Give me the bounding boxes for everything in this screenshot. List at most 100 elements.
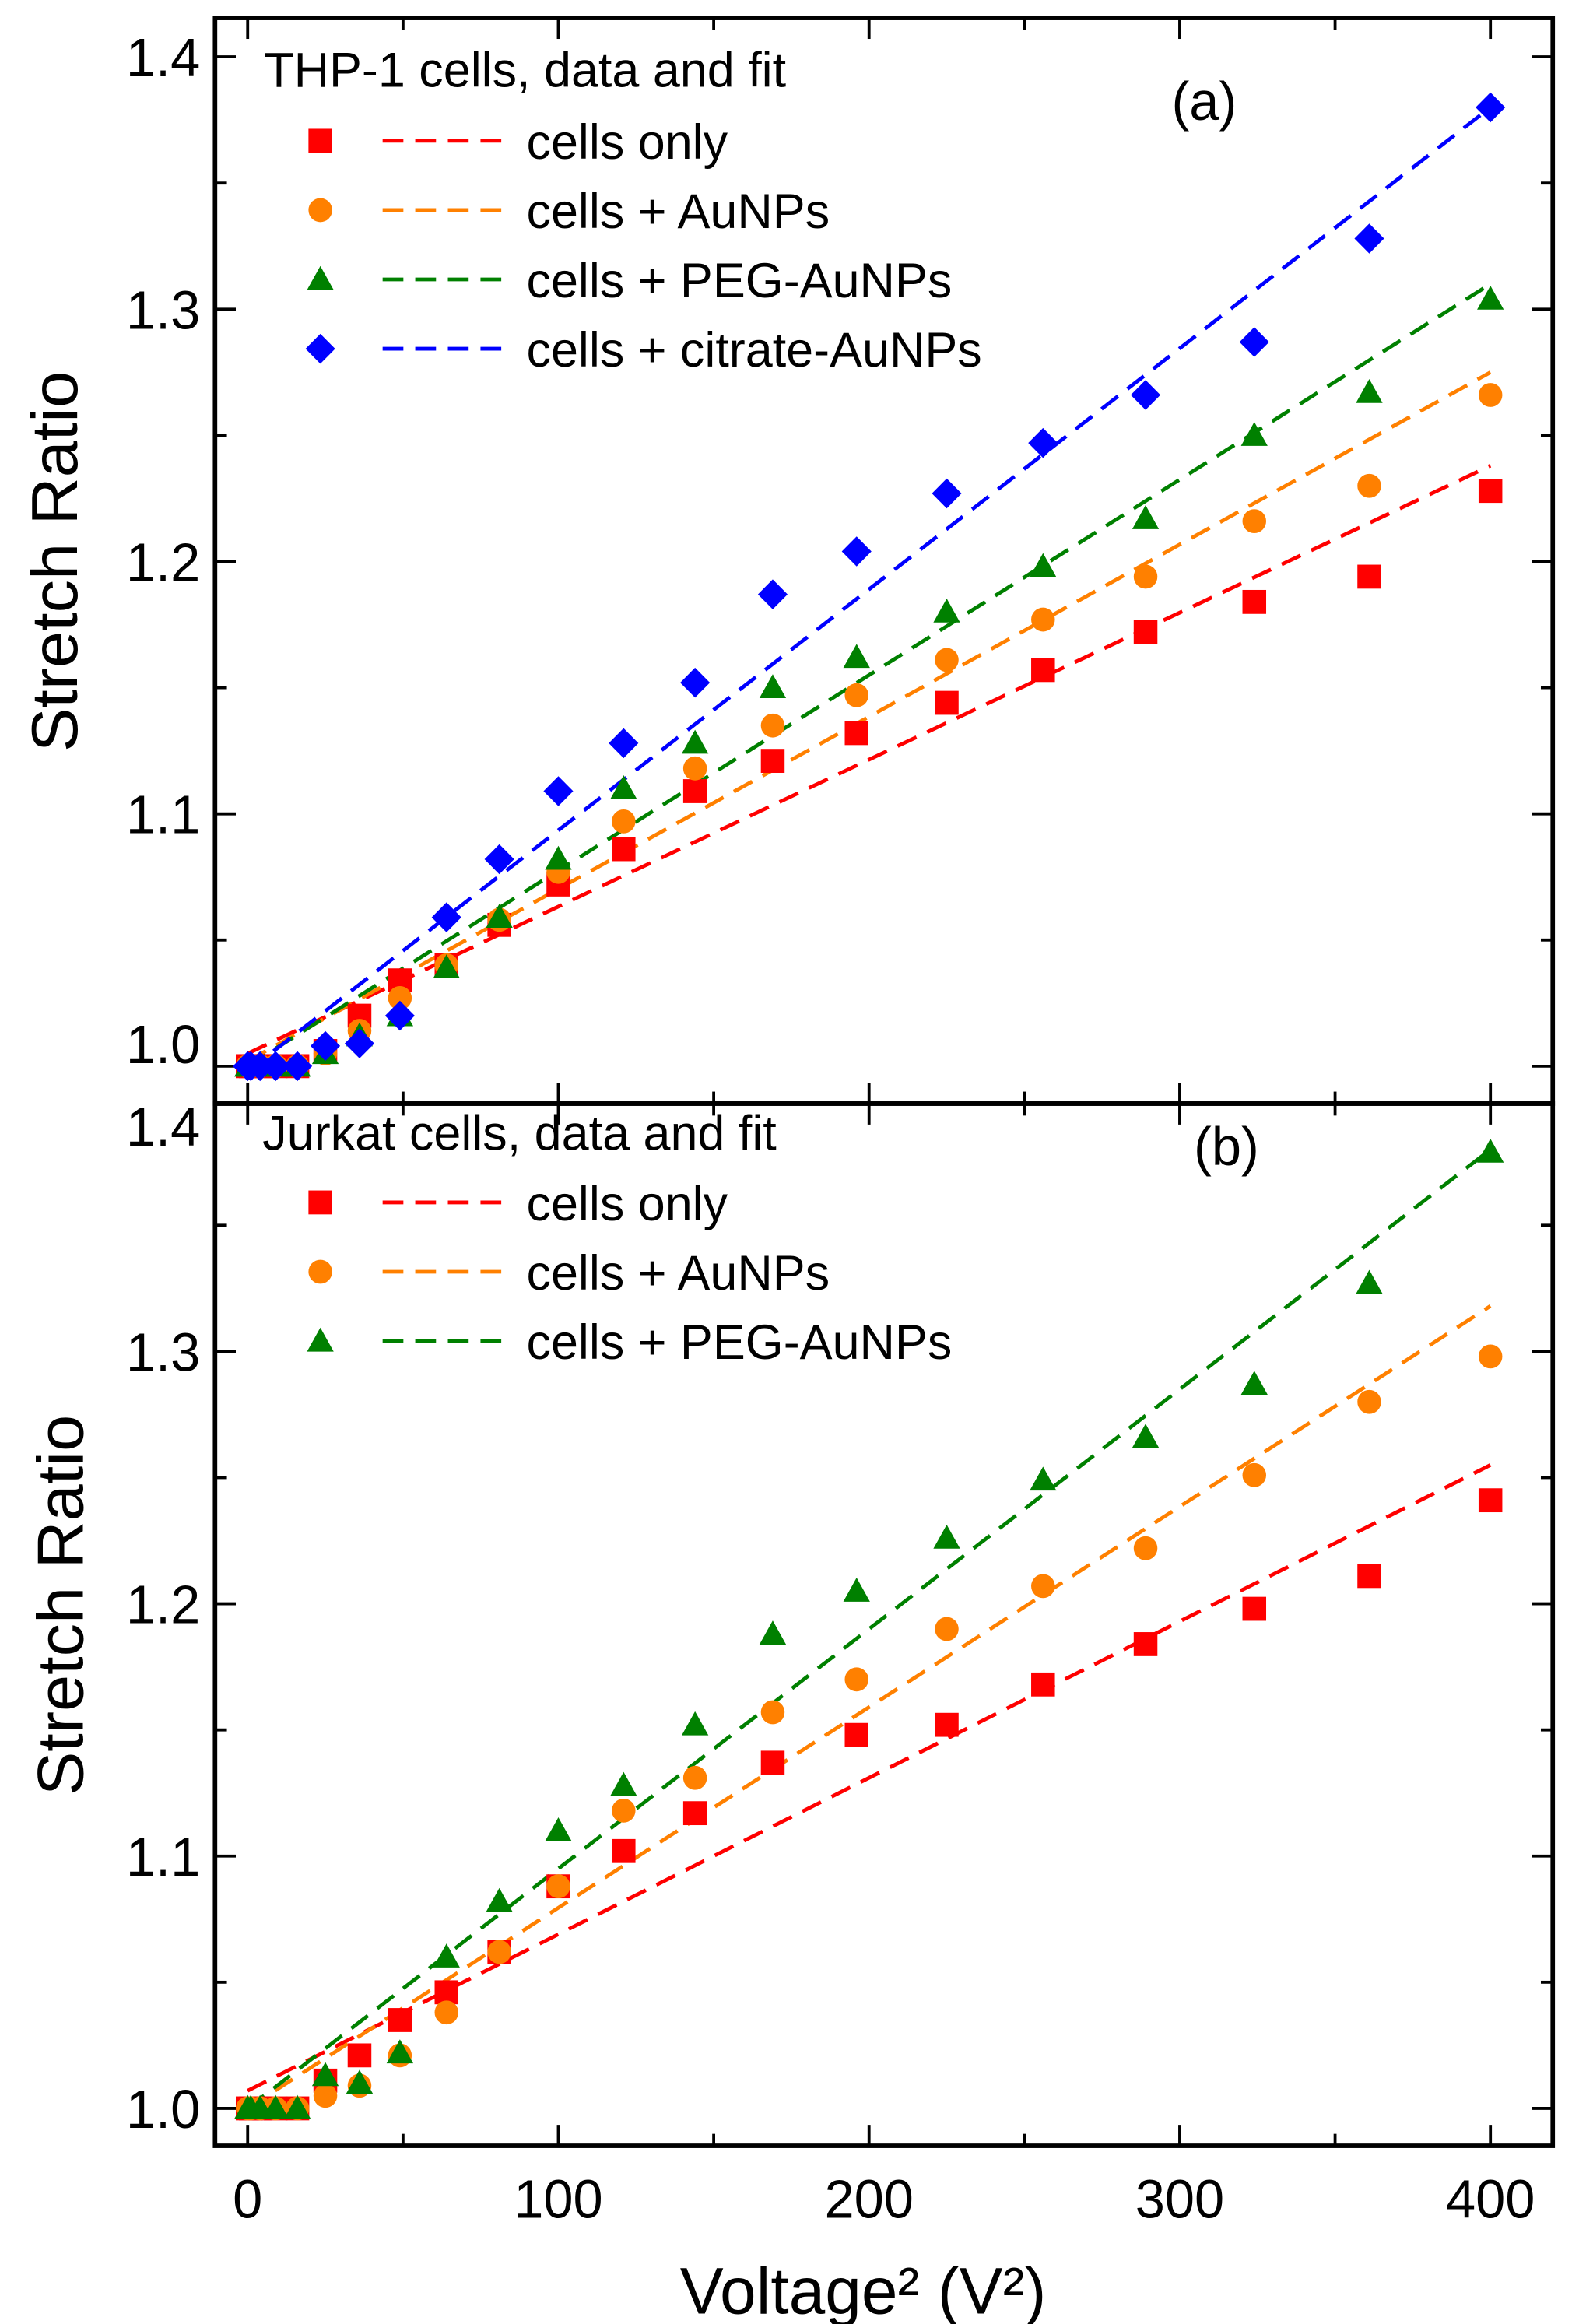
data-point <box>1357 473 1381 498</box>
data-point <box>543 776 574 806</box>
panel-label: (b) <box>1194 1117 1259 1177</box>
data-point <box>844 1667 868 1692</box>
data-point <box>1478 1488 1503 1513</box>
data-point <box>610 1771 637 1796</box>
fit-line <box>246 1304 1492 2110</box>
data-point <box>1242 589 1267 614</box>
data-point <box>610 774 637 799</box>
data-point <box>681 1711 709 1736</box>
data-point <box>760 713 785 738</box>
data-point <box>760 749 785 773</box>
fit-line <box>247 1463 1492 2093</box>
data-point <box>1242 1596 1267 1621</box>
x-tick-label: 0 <box>233 2169 262 2229</box>
data-point <box>1357 564 1381 589</box>
plot-frame <box>212 1101 1556 2148</box>
fit-line <box>247 370 1492 1063</box>
data-point <box>311 2062 339 2087</box>
data-point <box>759 1620 787 1645</box>
data-point <box>1242 1462 1267 1487</box>
data-point <box>843 644 870 669</box>
x-axis-label: Voltage² (V²) <box>680 2254 1047 2324</box>
data-point <box>431 902 461 932</box>
data-point <box>682 1765 707 1790</box>
data-point <box>346 2069 374 2094</box>
data-point <box>760 1700 785 1725</box>
data-point <box>935 1617 959 1641</box>
data-point <box>1357 1389 1381 1414</box>
data-point <box>935 690 959 715</box>
y-axis-label-a: Stretch Ratio <box>18 371 91 752</box>
legend-label: cells + PEG-AuNPs <box>527 1315 953 1370</box>
data-point <box>545 1817 572 1841</box>
data-point <box>487 1940 511 1964</box>
data-point <box>681 729 709 754</box>
data-point <box>844 721 868 746</box>
data-point <box>347 2043 372 2068</box>
legend-label: cells + AuNPs <box>527 1246 830 1301</box>
data-point <box>612 809 636 834</box>
data-point <box>1476 92 1506 123</box>
data-point <box>313 2084 338 2108</box>
y-tick-label: 1.4 <box>126 28 200 88</box>
data-point <box>1240 1371 1268 1395</box>
data-point <box>1028 427 1058 458</box>
data-point <box>1239 327 1269 357</box>
y-tick-label: 1.4 <box>126 1097 200 1157</box>
x-tick-label: 300 <box>1135 2169 1224 2229</box>
data-point <box>1240 422 1268 446</box>
data-point <box>1030 1466 1057 1491</box>
data-point <box>612 1799 636 1823</box>
x-tick-label: 400 <box>1446 2169 1535 2229</box>
data-point <box>1031 607 1055 632</box>
data-point <box>682 779 707 803</box>
legend-marker <box>307 265 334 290</box>
data-point <box>1130 380 1161 410</box>
legend-marker <box>308 1190 332 1215</box>
data-point <box>283 2094 311 2119</box>
data-point <box>1356 1269 1383 1294</box>
data-point <box>935 1712 959 1737</box>
y-axis-label-b: Stretch Ratio <box>24 1415 97 1796</box>
data-point <box>841 536 872 567</box>
data-point <box>612 1838 636 1863</box>
legend-label: cells + citrate-AuNPs <box>527 323 982 377</box>
data-point <box>933 1524 960 1549</box>
data-point <box>1242 509 1267 534</box>
legend-marker <box>305 333 335 364</box>
data-point <box>1356 378 1383 403</box>
data-point <box>1132 1424 1160 1448</box>
data-point <box>760 1750 785 1775</box>
data-point <box>1031 1574 1055 1599</box>
legend-marker <box>308 1259 332 1284</box>
data-point <box>609 728 639 759</box>
y-tick-label: 1.1 <box>126 1827 200 1887</box>
data-point <box>1477 1138 1504 1163</box>
data-point <box>546 1874 570 1899</box>
x-tick-label: 100 <box>514 2169 602 2229</box>
data-point <box>545 845 572 870</box>
data-point <box>386 2039 414 2064</box>
legend-label: cells + AuNPs <box>527 184 830 239</box>
data-point <box>1478 1344 1503 1369</box>
data-point <box>433 1943 460 1968</box>
data-point <box>282 1051 313 1082</box>
data-point <box>388 985 412 1010</box>
data-point <box>1031 1672 1055 1697</box>
legend-marker <box>307 1327 334 1352</box>
data-point <box>933 599 960 623</box>
panel-a: 1.0 1.1 1.2 1.3 1.4 THP-1 cells, data and fit… <box>126 16 1556 1106</box>
data-point <box>344 1028 375 1058</box>
data-point <box>935 648 959 672</box>
data-point <box>759 674 787 699</box>
data-point <box>844 1722 868 1747</box>
data-point <box>1133 1536 1158 1560</box>
data-point <box>486 1887 513 1912</box>
fit-line <box>246 106 1492 1073</box>
y-tick-label: 1.0 <box>126 1015 200 1075</box>
data-point <box>1133 620 1158 644</box>
legend-label: cells only <box>527 115 728 170</box>
legend-label: cells only <box>527 1177 728 1231</box>
legend-title: Jurkat cells, data and fit <box>262 1106 777 1160</box>
data-point <box>612 837 636 862</box>
